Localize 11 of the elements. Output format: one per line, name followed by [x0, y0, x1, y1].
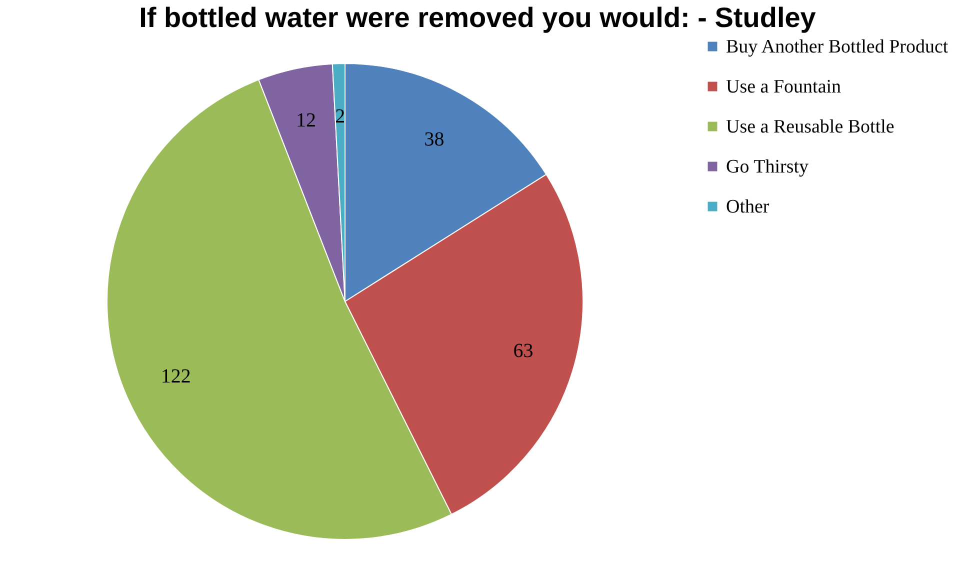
- data-label: 38: [424, 128, 444, 150]
- chart-title: If bottled water were removed you would: - Studley: [139, 2, 816, 33]
- data-label: 2: [335, 106, 346, 128]
- legend-label: Other: [726, 196, 770, 218]
- legend-label: Buy Another Bottled Product: [726, 36, 949, 58]
- data-label: 63: [513, 340, 534, 362]
- data-label: 12: [296, 110, 316, 132]
- legend-label: Use a Fountain: [726, 76, 842, 98]
- data-label: 122: [160, 366, 191, 388]
- legend-label: Go Thirsty: [726, 156, 810, 178]
- legend-label: Use a Reusable Bottle: [726, 116, 894, 138]
